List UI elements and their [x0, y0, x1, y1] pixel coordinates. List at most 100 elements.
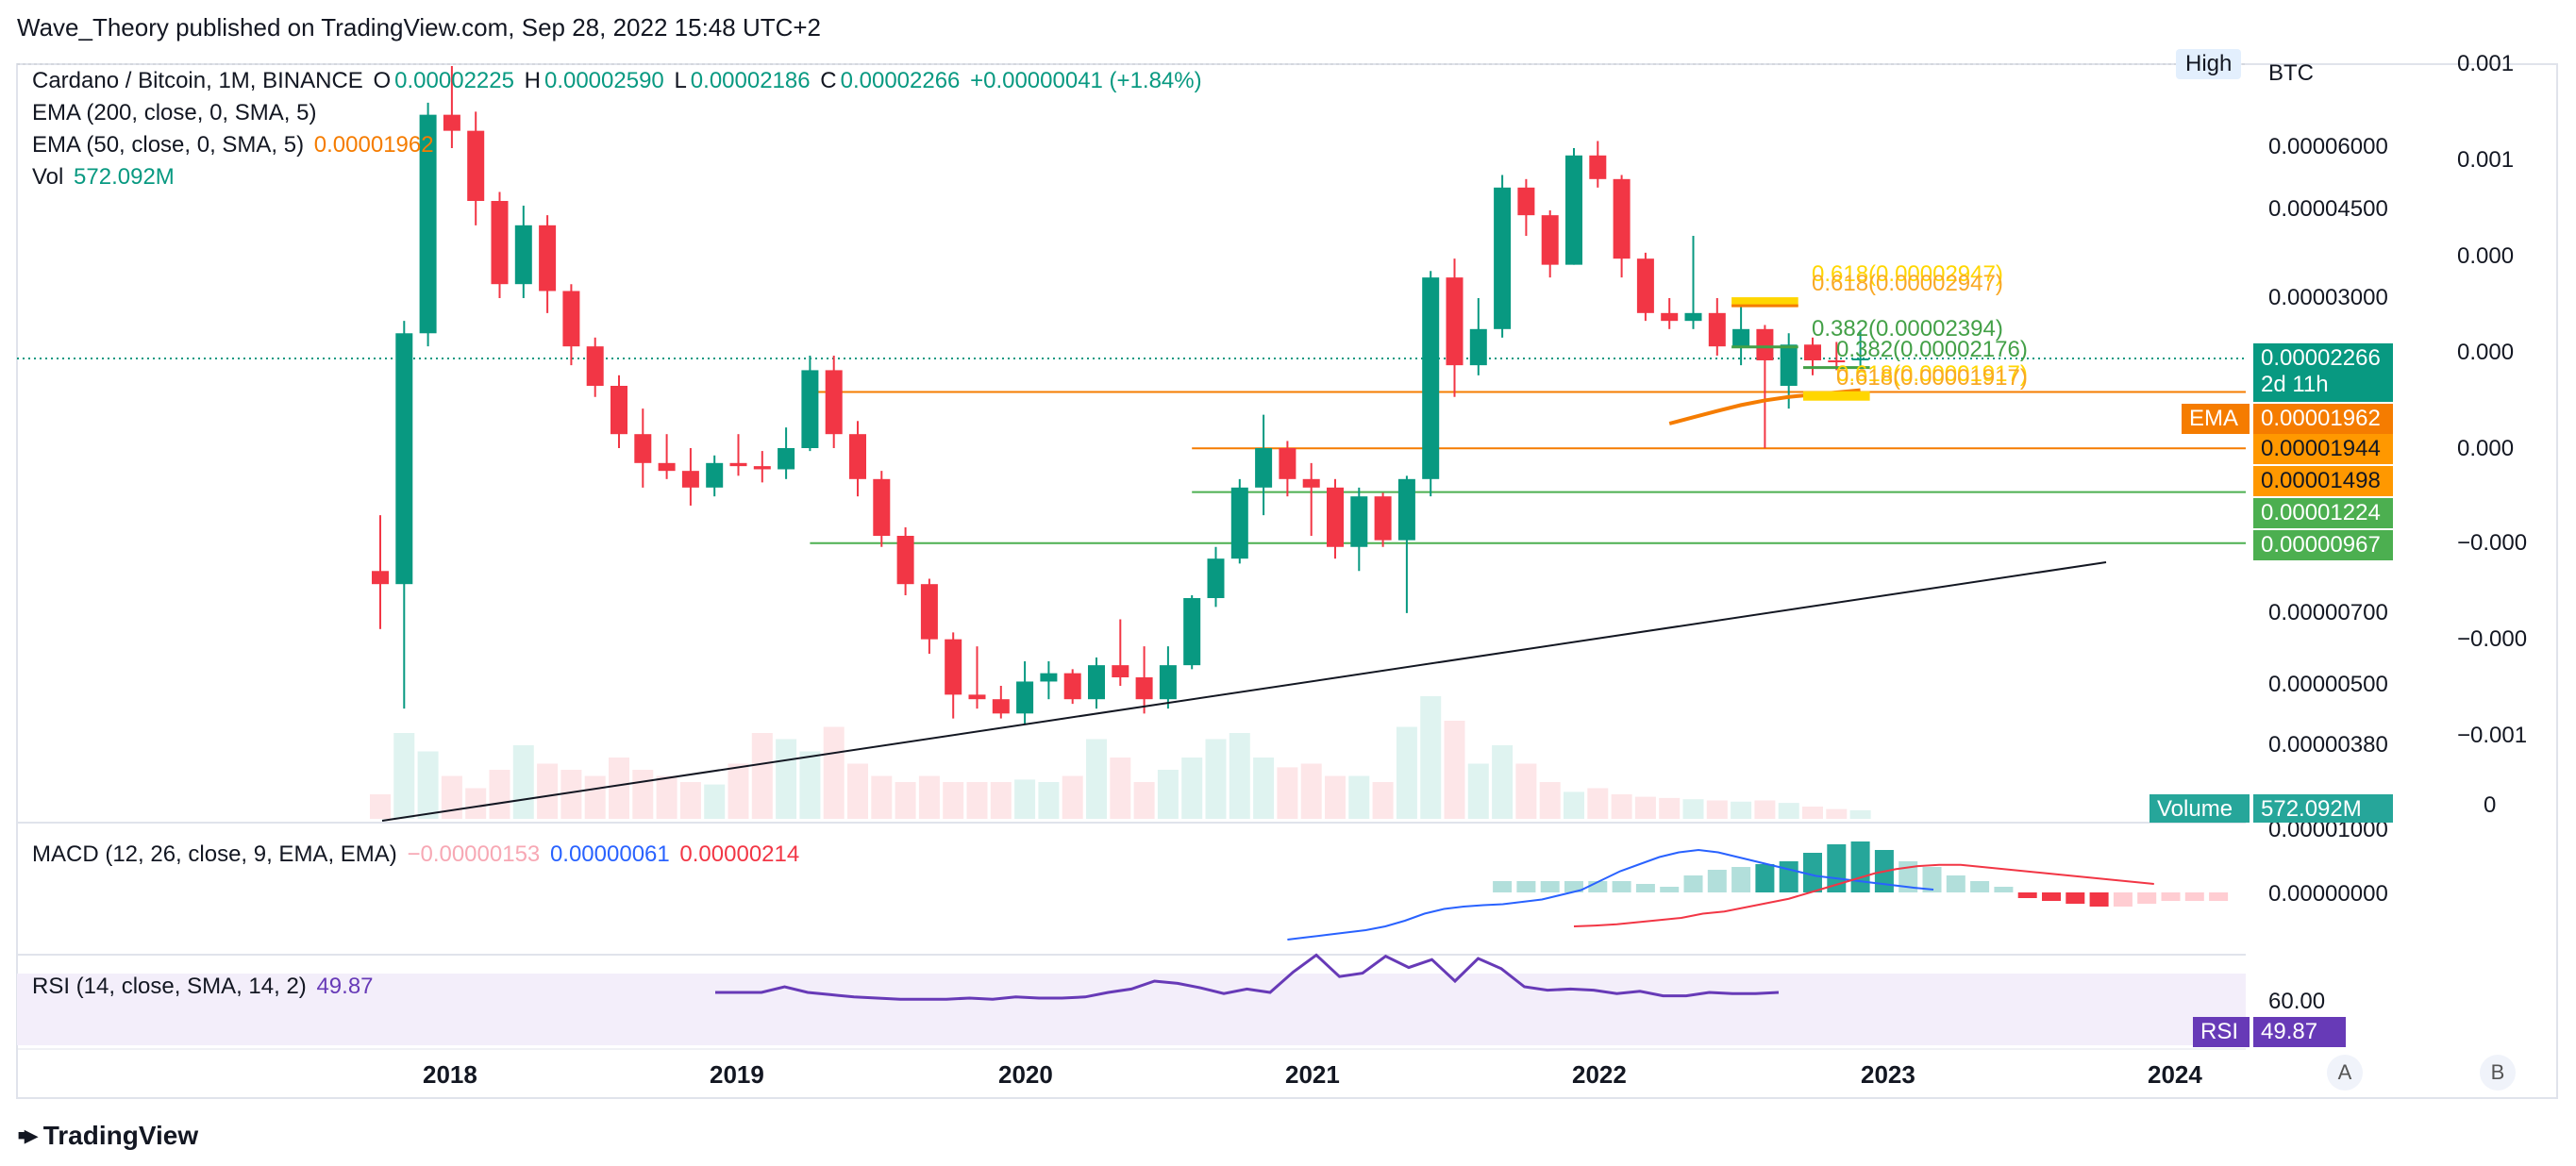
- candle-body: [1517, 187, 1535, 216]
- candle-body: [1302, 478, 1320, 488]
- macd-histogram-bar: [1803, 853, 1822, 892]
- candle-body: [1374, 496, 1392, 541]
- candle-body: [1541, 215, 1559, 265]
- candle-body: [1327, 487, 1344, 547]
- volume-bar: [1802, 807, 1823, 819]
- candle-body: [1732, 328, 1750, 347]
- volume-bar: [1038, 782, 1060, 819]
- price-tick: 0.00006000: [2268, 134, 2388, 159]
- b-button[interactable]: B: [2480, 1055, 2516, 1091]
- volume-bar: [1205, 739, 1227, 819]
- volume-bar: [1731, 801, 1752, 819]
- rsi-legend-value: 49.87: [316, 974, 374, 999]
- volume-bar: [1372, 782, 1394, 819]
- rsi-tick: 60.00: [2268, 989, 2326, 1014]
- macd-hist-value: −0.00000153: [407, 841, 541, 867]
- candle-body: [778, 447, 795, 470]
- right-scale-tick: 0.000: [2457, 243, 2515, 269]
- volume-bar: [990, 782, 1012, 819]
- ema50-legend[interactable]: EMA (50, close, 0, SMA, 5) 0.00001962: [32, 132, 438, 158]
- volume-bar: [489, 770, 510, 819]
- candle-body: [1135, 677, 1153, 700]
- level-box-967: 0.00000967: [2253, 530, 2393, 560]
- close-label: C: [820, 68, 837, 93]
- macd-line: [1287, 848, 1934, 941]
- volume-bar: [1634, 796, 1656, 819]
- right-scale-tick: 0.001: [2457, 147, 2515, 173]
- volume-bar: [584, 775, 606, 819]
- price-tick: 0.00000700: [2268, 600, 2388, 625]
- volume-bar: [728, 763, 749, 819]
- candle-body: [419, 114, 437, 334]
- volume-bar: [918, 775, 940, 819]
- candle-body: [1851, 358, 1869, 360]
- candle-body: [1422, 277, 1440, 479]
- volume-bar: [1706, 800, 1728, 819]
- candle-body: [611, 386, 627, 435]
- right-scale-tick: 0.000: [2457, 340, 2515, 365]
- macd-tick: 0.00000000: [2268, 881, 2388, 907]
- level-box-1498: 0.00001498: [2253, 466, 2393, 496]
- macd-histogram-bar: [2137, 892, 2157, 904]
- candle-body: [1684, 312, 1702, 322]
- macd-histogram-bar: [2184, 892, 2204, 901]
- vol-legend[interactable]: Vol 572.092M: [32, 164, 178, 191]
- currency-label: BTC: [2268, 60, 2314, 86]
- candle-body: [1016, 681, 1034, 714]
- macd-signal-value: 0.00000214: [679, 841, 800, 867]
- macd-histogram-bar: [1755, 864, 1775, 892]
- volume-bar: [1659, 797, 1681, 819]
- candle-body: [920, 584, 938, 640]
- macd-histogram-bar: [2209, 892, 2229, 901]
- macd-histogram-bar: [1635, 884, 1655, 892]
- volume-bar: [1539, 782, 1561, 819]
- fib-label-618-top-b: 0.618(0.00002947): [1812, 271, 2003, 296]
- macd-histogram-bar: [1540, 881, 1560, 892]
- ema200-legend[interactable]: EMA (200, close, 0, SMA, 5): [32, 100, 317, 125]
- volume-bar: [1420, 696, 1442, 819]
- publisher-header: Wave_Theory published on TradingView.com…: [17, 13, 822, 42]
- volume-bar: [1587, 788, 1609, 819]
- volume-bar: [1564, 791, 1584, 819]
- volume-bar: [1300, 763, 1322, 819]
- right-scale-tick: 0.001: [2457, 51, 2515, 76]
- year-label: 2018: [423, 1060, 477, 1089]
- rsi-tag: RSI: [2193, 1017, 2250, 1047]
- trendline: [381, 561, 2107, 822]
- volume-bar: [704, 784, 726, 819]
- candle-body: [658, 462, 676, 472]
- rsi-legend[interactable]: RSI (14, close, SMA, 14, 2) 49.87: [32, 974, 377, 1000]
- footer-brand[interactable]: ▪▸ TradingView: [17, 1119, 198, 1152]
- macd-histogram-bar: [1850, 841, 1870, 892]
- candle-body: [1088, 665, 1105, 700]
- candle-body: [1040, 673, 1058, 682]
- candle-body: [372, 571, 389, 585]
- auto-scale-button[interactable]: A: [2327, 1055, 2363, 1091]
- volume-bar: [656, 775, 677, 819]
- volume-bar: [393, 733, 415, 819]
- year-label: 2023: [1861, 1060, 1915, 1089]
- macd-legend[interactable]: MACD (12, 26, close, 9, EMA, EMA) −0.000…: [32, 841, 803, 868]
- volume-bar: [847, 763, 868, 819]
- ema-tag: EMA: [2182, 404, 2250, 434]
- macd-histogram-bar: [2089, 892, 2109, 907]
- symbol-name[interactable]: Cardano / Bitcoin, 1M, BINANCE: [32, 68, 363, 93]
- candles-layer: [372, 66, 1869, 724]
- candle-body: [1255, 447, 1273, 488]
- volume-bar: [776, 739, 797, 819]
- candle-body: [634, 434, 652, 463]
- year-label: 2022: [1572, 1060, 1627, 1089]
- level-box-1944: 0.00001944: [2253, 434, 2393, 464]
- candle-body: [1804, 344, 1821, 360]
- candle-body: [1613, 178, 1631, 259]
- tradingview-logo-icon: ▪▸: [17, 1120, 39, 1151]
- candle-body: [514, 225, 532, 285]
- candle-body: [753, 466, 771, 470]
- right-scale-tick: −0.001: [2457, 723, 2528, 748]
- candle-body: [1112, 665, 1129, 678]
- volume-bar: [1611, 794, 1632, 819]
- overlay-layer: [381, 297, 2107, 822]
- ema50-label: EMA (50, close, 0, SMA, 5): [32, 132, 305, 158]
- last-price-box: 0.00002266 2d 11h: [2253, 343, 2393, 402]
